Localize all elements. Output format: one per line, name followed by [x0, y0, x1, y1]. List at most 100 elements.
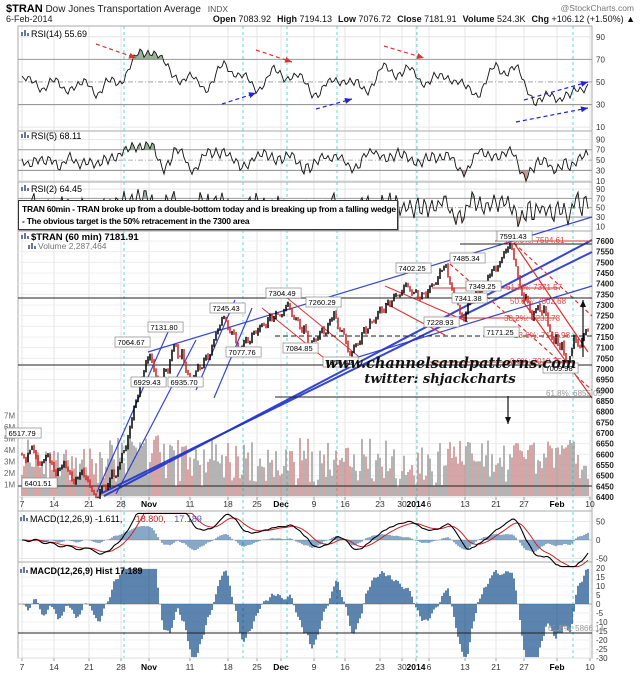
- svg-text:7M: 7M: [4, 412, 15, 421]
- svg-text:28: 28: [116, 499, 126, 509]
- svg-text:7171.25: 7171.25: [487, 328, 514, 337]
- fibonacci-labels: 100.0%: 7594.61 61.8%: 7371.57 50.0%: 7302…: [504, 236, 603, 398]
- svg-text:6929.43: 6929.43: [134, 378, 161, 387]
- svg-text:21: 21: [491, 662, 501, 672]
- svg-text:61.8%: 5866.14: 61.8%: 5866.14: [548, 624, 605, 633]
- svg-text:6850: 6850: [596, 397, 614, 406]
- chart-title-row: $TRAN Dow Jones Transportation Average I…: [6, 3, 228, 15]
- svg-text:4M: 4M: [4, 446, 15, 455]
- svg-text:7228.93: 7228.93: [427, 318, 454, 327]
- svg-text:50: 50: [596, 156, 605, 165]
- svg-text:6: 6: [427, 499, 432, 509]
- price-point-labels: 7591.43 7485.34 7402.25 7349.25 7341.38 7304.…: [5, 230, 579, 489]
- svg-text:11: 11: [186, 662, 195, 672]
- svg-text:61.8%: 6855.05: 61.8%: 6855.05: [546, 389, 603, 398]
- svg-text:-18.800,: -18.800,: [133, 514, 166, 524]
- svg-text:Feb: Feb: [549, 662, 564, 672]
- svg-text:7304.49: 7304.49: [269, 289, 296, 298]
- quote-label: Low: [338, 14, 357, 24]
- svg-text:MACD(12,26,9) Hist 17.189: MACD(12,26,9) Hist 17.189: [30, 566, 143, 576]
- svg-text:6517.79: 6517.79: [9, 429, 36, 438]
- svg-text:2014: 2014: [407, 499, 426, 509]
- svg-text:14: 14: [49, 662, 59, 672]
- svg-text:10: 10: [596, 222, 605, 231]
- svg-text:23.6%: 7145.98: 23.6%: 7145.98: [514, 331, 571, 340]
- quote-value: 7194.13: [296, 14, 333, 24]
- svg-text:27: 27: [519, 499, 529, 509]
- svg-text:0.0%: 7010.75: 0.0%: 7010.75: [510, 357, 562, 366]
- svg-text:0: 0: [596, 600, 601, 609]
- svg-text:90: 90: [596, 135, 605, 144]
- svg-text:11: 11: [186, 499, 195, 509]
- svg-text:-30: -30: [596, 654, 608, 663]
- exchange-label: INDX: [207, 4, 229, 14]
- watermark: www.channelsandpatterns.com twitter: shj…: [325, 355, 576, 388]
- svg-text:25: 25: [252, 499, 262, 509]
- svg-text:7450: 7450: [596, 269, 614, 278]
- date-axes: 7 7 14 14 21 21 28 28 Nov Nov 11 11 18 18 25 25 Dec Dec 9 9…: [20, 497, 595, 672]
- svg-text:61.8%: 7371.57: 61.8%: 7371.57: [506, 283, 563, 292]
- svg-text:90: 90: [596, 185, 605, 194]
- svg-text:15: 15: [596, 573, 605, 582]
- svg-text:9: 9: [312, 662, 317, 672]
- macd-panel: 50 0 -50 MACD(12,26,9) -1.611, -18.800, 17.18…: [18, 512, 608, 568]
- svg-text:RSI(2) 64.45: RSI(2) 64.45: [31, 184, 82, 194]
- svg-text:70: 70: [596, 55, 605, 64]
- svg-text:-25: -25: [596, 645, 608, 654]
- svg-text:MACD(12,26,9) -1.611,: MACD(12,26,9) -1.611,: [30, 514, 122, 524]
- svg-text:6950: 6950: [596, 376, 614, 385]
- svg-text:$TRAN (60 min) 7181.91: $TRAN (60 min) 7181.91: [31, 232, 139, 243]
- svg-text:30: 30: [596, 213, 605, 222]
- svg-text:7260.29: 7260.29: [309, 298, 336, 307]
- svg-text:17.189: 17.189: [174, 514, 202, 524]
- svg-text:6401.51: 6401.51: [25, 479, 52, 488]
- svg-text:18: 18: [223, 662, 233, 672]
- quote-label: Open: [212, 14, 236, 24]
- svg-text:14: 14: [49, 499, 59, 509]
- svg-text:7550: 7550: [596, 248, 614, 257]
- svg-text:1M: 1M: [4, 481, 15, 490]
- symbol: $TRAN: [6, 3, 43, 15]
- svg-text:10: 10: [585, 499, 595, 509]
- change-up-arrow-icon: ▲: [623, 14, 635, 24]
- volume-bars: [21, 435, 589, 496]
- price-arrows: [505, 300, 586, 424]
- svg-text:5: 5: [596, 591, 601, 600]
- svg-text:Nov: Nov: [141, 499, 157, 509]
- rsi14-divergence-arrows: [95, 43, 589, 123]
- svg-text:18: 18: [223, 499, 233, 509]
- svg-text:16: 16: [340, 662, 350, 672]
- chart-date: 6-Feb-2014: [6, 14, 53, 24]
- svg-text:25: 25: [252, 662, 262, 672]
- svg-text:Feb: Feb: [549, 499, 564, 509]
- svg-text:23: 23: [375, 662, 385, 672]
- svg-text:RSI(14) 55.69: RSI(14) 55.69: [31, 29, 87, 39]
- svg-text:7009.98: 7009.98: [546, 364, 573, 373]
- quote-value: +106.12 (+1.50%): [549, 14, 624, 24]
- watermark-twitter: twitter: shjackcharts: [364, 372, 516, 387]
- svg-text:-50: -50: [596, 555, 608, 564]
- svg-text:-10: -10: [596, 618, 608, 627]
- svg-text:6500: 6500: [596, 472, 614, 481]
- index-name: Dow Jones Transportation Average: [45, 4, 201, 15]
- svg-text:30: 30: [397, 499, 407, 509]
- svg-text:6700: 6700: [596, 429, 614, 438]
- svg-text:7: 7: [20, 499, 25, 509]
- stockcharts-credit: @StockCharts.com: [560, 3, 634, 13]
- svg-text:0: 0: [596, 536, 601, 545]
- svg-text:6M: 6M: [4, 423, 15, 432]
- analyst-annotation-box: TRAN 60min - TRAN broke up from a double…: [18, 200, 398, 230]
- svg-text:7250: 7250: [596, 312, 614, 321]
- svg-text:50: 50: [596, 518, 605, 527]
- svg-text:6400: 6400: [596, 493, 614, 502]
- svg-text:28: 28: [116, 662, 126, 672]
- quote-value: 524.3K: [494, 14, 526, 24]
- svg-text:7000: 7000: [596, 365, 614, 374]
- svg-text:10: 10: [596, 582, 605, 591]
- svg-text:7200: 7200: [596, 322, 614, 331]
- svg-text:6: 6: [427, 662, 432, 672]
